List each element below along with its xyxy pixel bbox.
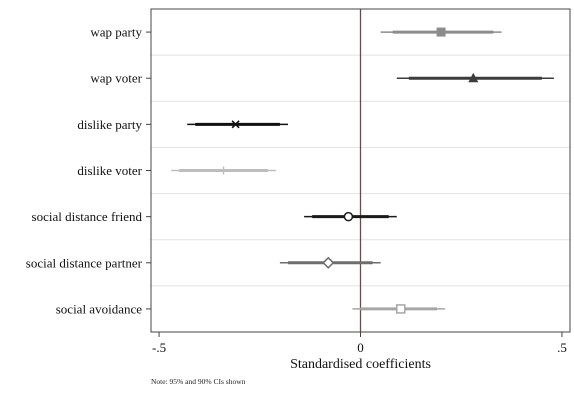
category-label: social distance partner [26, 255, 143, 270]
coef-row [396, 72, 554, 83]
category-label: social avoidance [56, 301, 142, 316]
category-label: dislike party [77, 117, 142, 132]
estimate-marker [468, 72, 479, 83]
coef-row [352, 304, 446, 314]
x-tick-label: 0 [357, 340, 364, 355]
category-label: social distance friend [32, 209, 143, 224]
x-axis: -.5 0 .5 [152, 332, 567, 355]
estimate-marker [436, 27, 446, 37]
x-axis-title: Standardised coefficients [290, 357, 431, 372]
category-labels: wap party wap voter dislike party dislike v… [26, 25, 151, 316]
coef-row [187, 120, 288, 129]
chart-note: Note: 95% and 90% CIs shown [151, 377, 246, 386]
series-group [171, 27, 554, 314]
estimate-marker [231, 120, 240, 129]
estimate-marker [219, 166, 228, 175]
coef-row [380, 27, 502, 37]
coef-row [304, 211, 397, 222]
estimate-marker [343, 211, 354, 222]
x-tick-label: .5 [557, 340, 567, 355]
coef-row [279, 256, 381, 269]
category-label: wap voter [90, 71, 142, 86]
estimate-marker [396, 304, 406, 314]
estimate-marker [322, 256, 335, 269]
category-label: dislike voter [77, 163, 142, 178]
category-label: wap party [90, 25, 142, 40]
x-tick-label: -.5 [152, 340, 166, 355]
coef-row [171, 166, 276, 175]
